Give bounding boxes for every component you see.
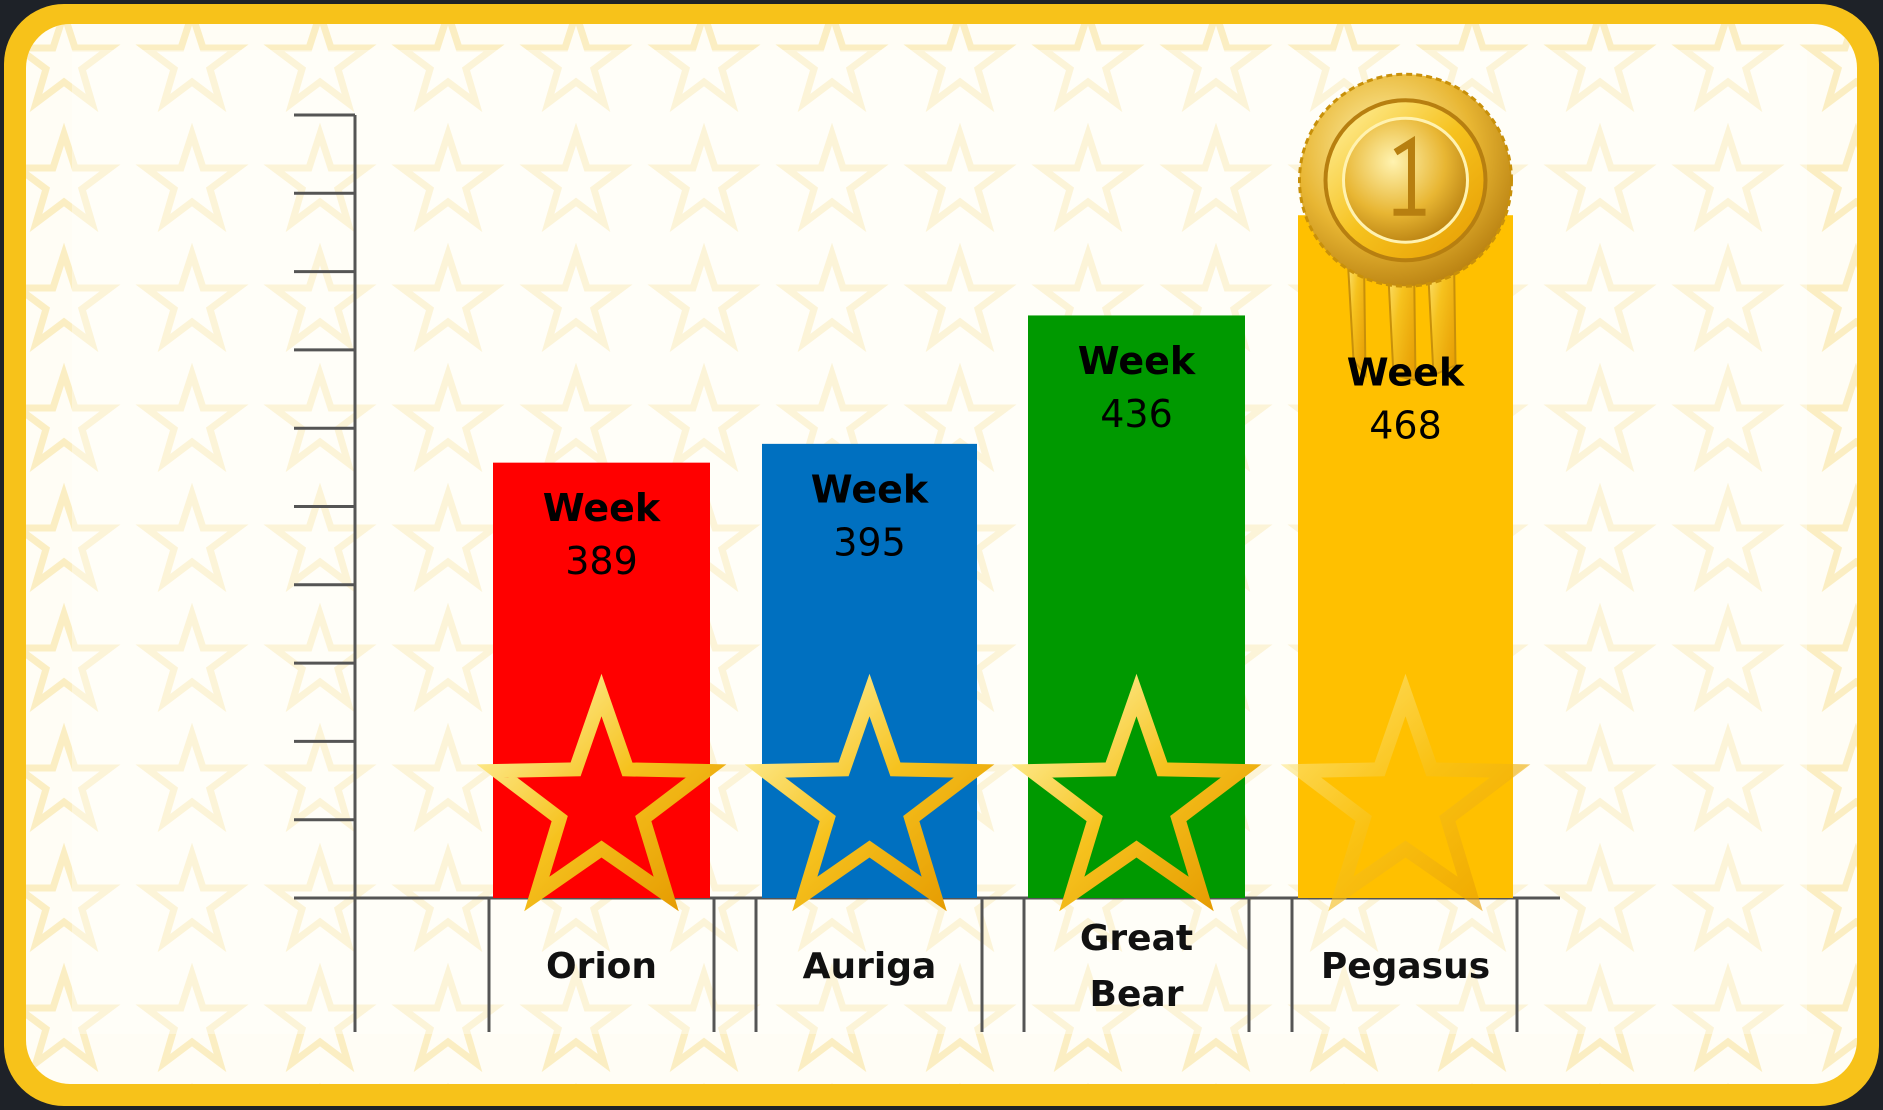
value-label: 395 [833,520,906,564]
value-label-prefix: Week [543,486,661,530]
value-label-prefix: Week [1078,339,1196,383]
value-label-prefix: Week [1347,351,1465,395]
x-tick-label: Orion [517,939,687,995]
value-label: 468 [1369,404,1442,448]
page: Week389Week395Week436Week468 (() => { co… [0,0,1883,1110]
x-tick-label: Great Bear [1052,911,1222,1023]
value-label: 389 [565,539,638,583]
x-tick-label: Auriga [785,939,955,995]
x-tick-label: Pegasus [1321,939,1491,995]
value-label: 436 [1100,392,1173,436]
value-label-prefix: Week [811,467,929,511]
medal-face [1344,118,1468,242]
bar [762,444,977,898]
